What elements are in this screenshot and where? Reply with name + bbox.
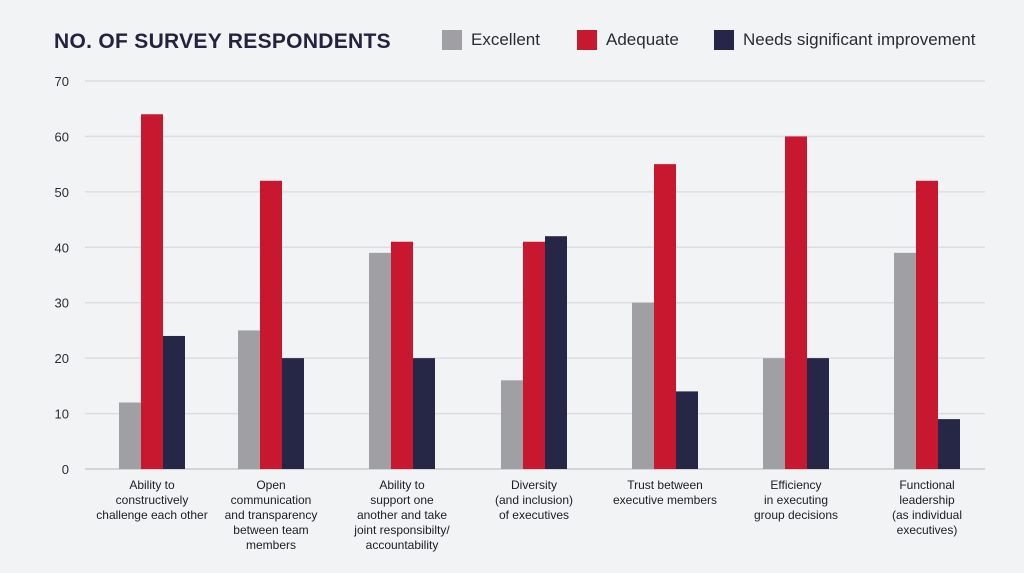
legend-label-adequate: Adequate [606,30,679,49]
category-label-line: Trust between [627,478,703,492]
category-label-line: Ability to [129,478,175,492]
bar-adequate [916,180,938,469]
category-label-line: executives) [896,523,958,537]
category-label: Ability to constructively challenge each o… [77,478,227,523]
category-label-line: Diversity [510,478,557,492]
y-tick-label: 30 [55,296,69,311]
legend-item-adequate: Adequate [577,28,679,52]
bar-needs-improvement [282,358,304,469]
category-label-line: (as individual [891,508,963,522]
category-label-line: leadership [899,493,955,507]
legend-item-excellent: Excellent [442,28,540,52]
bar-excellent [894,252,916,469]
category-label: Efficiency in executing group decisions [721,478,871,523]
bar-adequate [785,136,807,469]
category-label-line: and transparency [224,508,318,522]
bar-needs-improvement [938,419,960,469]
chart-title: NO. OF SURVEY RESPONDENTS [54,30,391,53]
legend-swatch-excellent [442,30,462,50]
category-label-line: communication [230,493,312,507]
category-label-line: constructively [115,493,189,507]
category-label-line: support one [370,493,434,507]
legend-label-excellent: Excellent [471,30,540,49]
bar-needs-improvement [163,335,185,469]
category-label: Trust between executive members [590,478,740,508]
category-label-line: accountability [365,538,439,552]
category-label-line: Efficiency [770,478,822,492]
bar-needs-improvement [807,358,829,469]
bar-excellent [501,380,523,469]
category-label: Open communication and transparency between… [196,478,346,553]
category-label-line: executive members [612,493,718,507]
legend-swatch-needs-improvement [714,30,734,50]
category-label-line: group decisions [753,508,839,522]
bar-adequate [654,164,676,469]
category-label-line: of executives [498,508,570,522]
bar-excellent [763,358,785,469]
legend: Excellent Adequate Needs significant imp… [0,28,1024,54]
y-tick-label: 20 [55,351,69,366]
bar-adequate [141,114,163,469]
bar-excellent [632,302,654,469]
y-tick-label: 50 [55,185,69,200]
bar-adequate [260,180,282,469]
bar-needs-improvement [545,236,567,469]
bar-adequate [391,241,413,469]
bar-excellent [238,330,260,469]
legend-item-needs-improvement: Needs significant improvement [714,28,975,52]
category-label-line: Functional [899,478,955,492]
bar-needs-improvement [676,391,698,469]
bar-adequate [523,241,545,469]
category-label-line: challenge each other [96,508,208,522]
y-tick-label: 10 [55,407,69,422]
bar-needs-improvement [413,358,435,469]
bar-excellent [119,402,141,469]
category-label: Diversity (and inclusion) of executives [459,478,609,523]
legend-swatch-adequate [577,30,597,50]
y-tick-label: 0 [62,462,69,477]
category-label-line: Open [256,478,286,492]
bar-excellent [369,252,391,469]
category-label: Ability to support one another and take joi… [327,478,477,553]
category-label-line: between team [233,523,309,537]
legend-label-needs-improvement: Needs significant improvement [743,30,976,49]
category-label-line: in executing [763,493,829,507]
y-tick-label: 60 [55,129,69,144]
category-label-line: joint responsibilty/ [354,523,450,537]
y-tick-label: 70 [55,74,69,89]
category-label: Functional leadership (as individual execut… [852,478,1002,538]
category-label-line: another and take [356,508,448,522]
category-label-line: (and inclusion) [494,493,574,507]
category-label-line: members [245,538,296,552]
y-tick-label: 40 [55,240,69,255]
category-label-line: Ability to [379,478,425,492]
